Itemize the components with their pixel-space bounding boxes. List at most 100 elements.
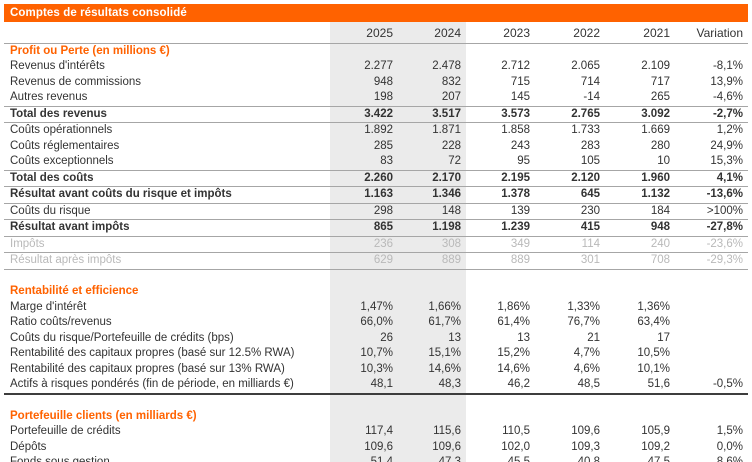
value-cell: 17 <box>657 331 670 344</box>
row-label: Ratio coûts/revenus <box>10 316 112 328</box>
value-cell: 13 <box>517 331 530 344</box>
value-cell: -14 <box>583 91 600 103</box>
value-cell: 14,6% <box>398 361 466 377</box>
value-cell: 109,6 <box>398 439 466 455</box>
value-cell: 117,4 <box>330 424 398 440</box>
value-cell: 2.109 <box>641 60 670 72</box>
value-cell <box>466 394 535 409</box>
row-label: Marge d'intérêt <box>10 300 87 313</box>
table-row: Autres revenus 198 207 145 -14 265 -4,6% <box>4 90 748 106</box>
value-cell <box>466 409 535 425</box>
value-cell: 2.765 <box>535 105 605 123</box>
value-cell <box>675 331 748 347</box>
value-cell: 114 <box>581 237 600 250</box>
value-cell <box>535 43 605 59</box>
value-cell: 45,5 <box>466 455 535 462</box>
value-cell: 889 <box>466 252 535 270</box>
value-cell: 1.378 <box>466 186 535 204</box>
value-cell: 72 <box>398 154 466 170</box>
row-label: Résultat avant impôts <box>4 219 330 237</box>
row-label: Résultat après impôts <box>4 252 330 270</box>
value-cell: 1.669 <box>641 124 670 136</box>
value-cell <box>466 284 535 300</box>
column-header-3: 2022 <box>535 22 605 44</box>
spacer-cell <box>4 269 330 284</box>
table-row: Résultat après impôts 629 889 889 301 708 -29,… <box>4 252 748 270</box>
table-row: Portefeuille de crédits 117,4 115,6 110,5 10… <box>4 424 748 440</box>
value-cell: 865 <box>330 219 398 237</box>
value-cell: 61,4% <box>497 316 530 328</box>
value-cell: 285 <box>330 138 398 154</box>
table-body: Profit ou Perte (en millions €) Revenus d… <box>4 43 748 462</box>
value-cell <box>675 284 748 300</box>
value-cell: 207 <box>398 90 466 106</box>
value-cell: 48,5 <box>535 377 605 395</box>
value-cell: 184 <box>650 204 670 217</box>
year-header-row: 2025 2024 2023 2022 2021 Variation <box>4 22 748 44</box>
row-label: Autres revenus <box>10 91 88 103</box>
value-cell: 4,7% <box>573 347 600 359</box>
value-cell: 10,5% <box>637 347 670 359</box>
table-row: Revenus de commissions 948 832 715 714 717 13,… <box>4 74 748 90</box>
value-cell: 105,9 <box>641 425 670 437</box>
value-cell: 110,5 <box>502 425 530 437</box>
report-title: Comptes de résultats consolidé <box>10 7 187 19</box>
table-row: Coûts exceptionnels 83 72 95 105 10 15,3% <box>4 154 748 170</box>
table-row: Actifs à risques pondérés (fin de périod… <box>4 377 748 395</box>
table-row: Ratio coûts/revenus 66,0% 61,7% 61,4% 76,7% 6… <box>4 315 748 331</box>
section-spacer-row <box>4 393 748 409</box>
row-label: Rentabilité des capitaux propres (basé s… <box>10 362 285 375</box>
table-row: Marge d'intérêt 1,47% 1,66% 1,86% 1,33% 1,36% <box>4 299 748 315</box>
row-label: Coûts exceptionnels <box>10 155 114 167</box>
row-label: Coûts du risque <box>10 204 91 217</box>
value-cell <box>605 409 675 425</box>
value-cell: 109,6 <box>330 439 398 455</box>
value-cell: 198 <box>330 90 398 106</box>
value-cell: 48,1 <box>330 377 398 395</box>
value-cell <box>330 43 398 59</box>
value-cell: 948 <box>605 219 675 237</box>
value-cell: 1,2% <box>716 124 743 136</box>
value-cell: 3.573 <box>466 105 535 123</box>
value-cell: 243 <box>510 139 530 152</box>
value-cell <box>398 393 466 409</box>
value-cell: 645 <box>535 186 605 204</box>
value-cell: 76,7% <box>567 316 600 328</box>
value-cell: 24,9% <box>710 139 743 152</box>
value-cell <box>675 362 748 378</box>
value-cell: 1,47% <box>330 299 398 315</box>
value-cell <box>398 269 466 284</box>
section-header-row: Portefeuille clients (en milliards €) <box>4 408 748 425</box>
value-cell: 10 <box>657 155 670 167</box>
value-cell: -13,6% <box>675 186 748 204</box>
row-label: Revenus d'intérêts <box>10 60 105 72</box>
value-cell: 1.858 <box>501 124 530 136</box>
value-cell <box>535 409 605 425</box>
value-cell: 10,3% <box>330 361 398 377</box>
value-cell: 21 <box>587 331 600 344</box>
corner-cell <box>4 22 330 44</box>
value-cell: 240 <box>650 237 670 250</box>
value-cell <box>398 408 466 424</box>
value-cell: 51,6 <box>605 377 675 395</box>
table-row: Résultat avant coûts du risque et impôts… <box>4 186 748 204</box>
value-cell: 14,6% <box>497 362 530 375</box>
value-cell: 145 <box>510 91 530 103</box>
value-cell: 301 <box>535 252 605 270</box>
value-cell <box>535 394 605 409</box>
value-cell: 708 <box>605 252 675 270</box>
value-cell: 47,3 <box>398 455 466 462</box>
table-row: Total des revenus 3.422 3.517 3.573 2.765 3.0… <box>4 105 748 123</box>
section-spacer-row <box>4 269 748 284</box>
table-row: Rentabilité des capitaux propres (basé s… <box>4 361 748 378</box>
value-cell: 8,6% <box>675 455 748 462</box>
value-cell: 66,0% <box>330 315 398 331</box>
spacer-cell <box>4 394 330 409</box>
value-cell: 3.517 <box>398 105 466 123</box>
value-cell: 1.733 <box>571 124 600 136</box>
value-cell <box>675 315 748 331</box>
value-cell: 1.892 <box>330 122 398 139</box>
section-title: Rentabilité et efficience <box>10 285 139 297</box>
table-row: Total des coûts 2.260 2.170 2.195 2.120 1.960… <box>4 169 748 187</box>
